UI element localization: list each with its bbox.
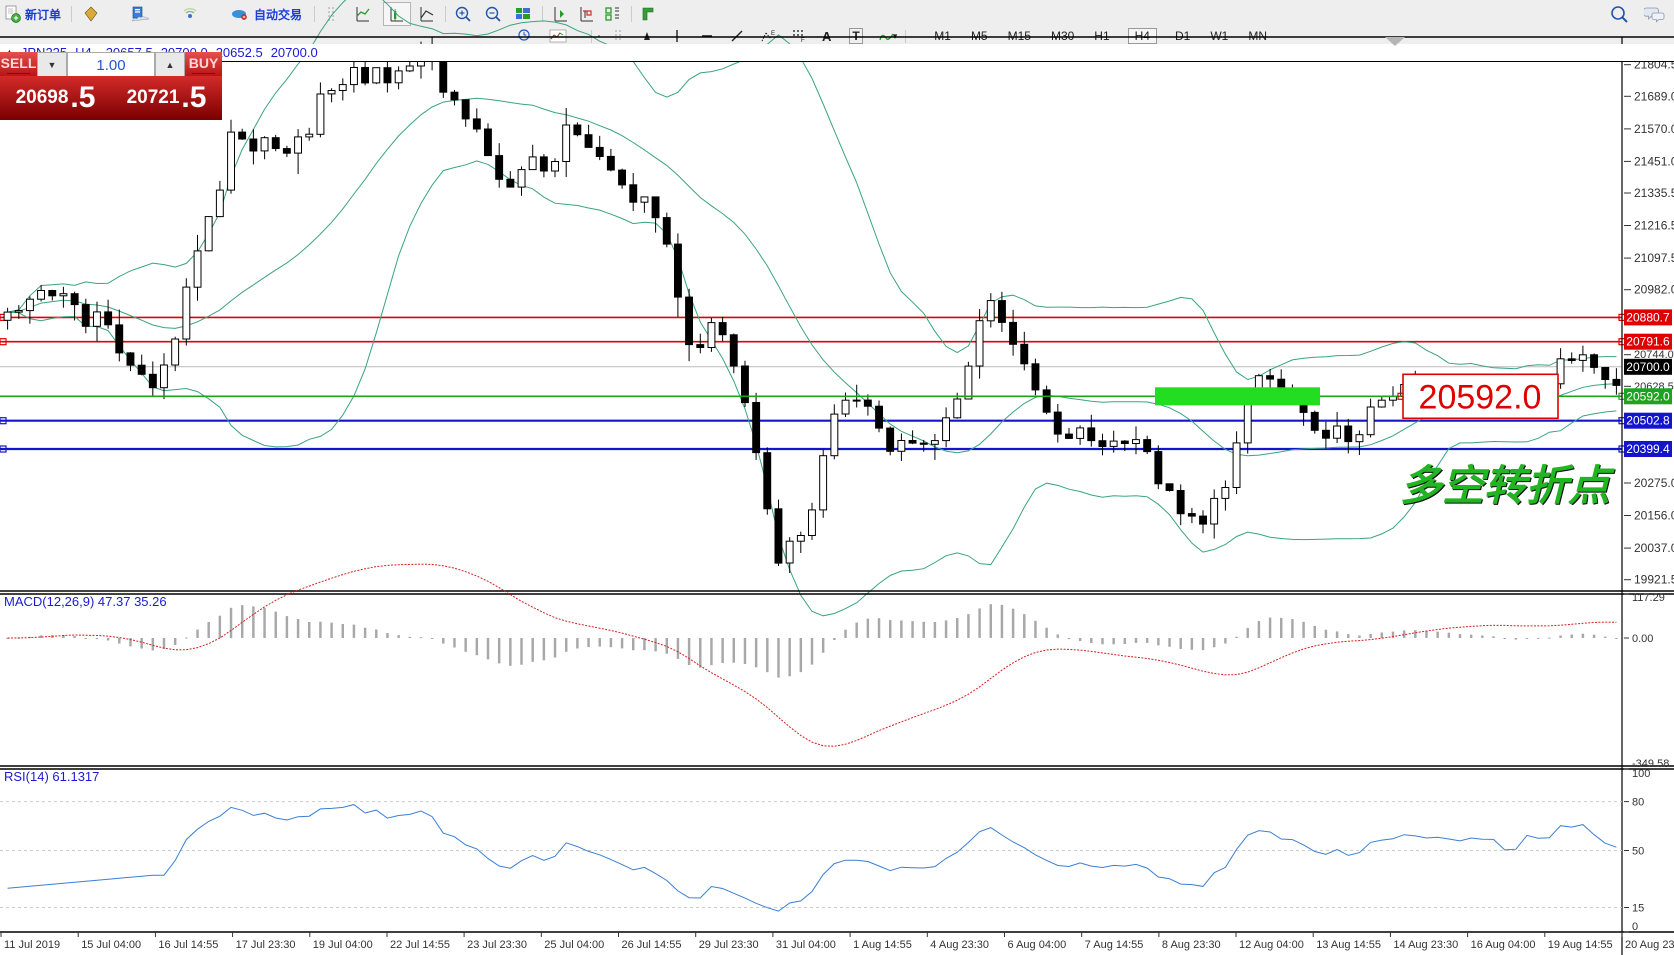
svg-text:50: 50: [1632, 846, 1644, 858]
svg-text:31 Jul 04:00: 31 Jul 04:00: [776, 939, 836, 951]
svg-text:21570.0: 21570.0: [1634, 122, 1674, 136]
svg-text:20592.0: 20592.0: [1626, 389, 1670, 403]
svg-text:20880.7: 20880.7: [1626, 310, 1670, 324]
svg-text:16 Jul 14:55: 16 Jul 14:55: [158, 939, 218, 951]
svg-text:MACD(12,26,9) 47.37 35.26: MACD(12,26,9) 47.37 35.26: [4, 594, 167, 609]
svg-text:11 Jul 2019: 11 Jul 2019: [4, 939, 60, 951]
svg-text:21216.5: 21216.5: [1634, 219, 1674, 233]
svg-text:多空转折点: 多空转折点: [1400, 462, 1615, 509]
svg-text:RSI(14) 61.1317: RSI(14) 61.1317: [4, 769, 99, 784]
svg-text:29 Jul 23:30: 29 Jul 23:30: [699, 939, 759, 951]
svg-text:22 Jul 14:55: 22 Jul 14:55: [390, 939, 450, 951]
svg-text:0: 0: [1632, 921, 1638, 933]
svg-text:20 Aug 23:30: 20 Aug 23:30: [1625, 939, 1674, 951]
svg-text:20037.0: 20037.0: [1634, 541, 1674, 555]
svg-text:17 Jul 23:30: 17 Jul 23:30: [236, 939, 296, 951]
svg-text:80: 80: [1632, 797, 1644, 809]
svg-text:117.29: 117.29: [1632, 592, 1665, 604]
svg-text:7 Aug 14:55: 7 Aug 14:55: [1085, 939, 1144, 951]
svg-text:1 Aug 14:55: 1 Aug 14:55: [853, 939, 912, 951]
svg-text:0.00: 0.00: [1632, 633, 1653, 645]
svg-text:20791.6: 20791.6: [1626, 335, 1670, 349]
svg-text:25 Jul 04:00: 25 Jul 04:00: [544, 939, 604, 951]
svg-text:26 Jul 14:55: 26 Jul 14:55: [622, 939, 682, 951]
svg-text:20700.0: 20700.0: [1626, 360, 1670, 374]
svg-text:20592.0: 20592.0: [1419, 378, 1542, 416]
svg-text:15: 15: [1632, 903, 1644, 915]
svg-text:19921.5: 19921.5: [1634, 573, 1674, 587]
svg-text:19 Jul 04:00: 19 Jul 04:00: [313, 939, 373, 951]
svg-text:20156.0: 20156.0: [1634, 509, 1674, 523]
svg-text:19 Aug 14:55: 19 Aug 14:55: [1548, 939, 1613, 951]
svg-text:8 Aug 23:30: 8 Aug 23:30: [1162, 939, 1221, 951]
svg-text:20275.0: 20275.0: [1634, 476, 1674, 490]
svg-text:23 Jul 23:30: 23 Jul 23:30: [467, 939, 527, 951]
svg-text:6 Aug 04:00: 6 Aug 04:00: [1008, 939, 1067, 951]
svg-text:21335.5: 21335.5: [1634, 186, 1674, 200]
svg-text:20502.8: 20502.8: [1626, 414, 1670, 428]
svg-text:20399.4: 20399.4: [1626, 442, 1670, 456]
svg-text:16 Aug 04:00: 16 Aug 04:00: [1471, 939, 1536, 951]
svg-text:20982.0: 20982.0: [1634, 283, 1674, 297]
svg-text:100: 100: [1632, 768, 1650, 780]
svg-text:21451.0: 21451.0: [1634, 154, 1674, 168]
svg-text:21097.5: 21097.5: [1634, 251, 1674, 265]
svg-text:21689.0: 21689.0: [1634, 89, 1674, 103]
svg-text:4 Aug 23:30: 4 Aug 23:30: [930, 939, 989, 951]
svg-text:14 Aug 23:30: 14 Aug 23:30: [1393, 939, 1458, 951]
svg-text:13 Aug 14:55: 13 Aug 14:55: [1316, 939, 1381, 951]
svg-text:15 Jul 04:00: 15 Jul 04:00: [81, 939, 141, 951]
svg-text:12 Aug 04:00: 12 Aug 04:00: [1239, 939, 1304, 951]
